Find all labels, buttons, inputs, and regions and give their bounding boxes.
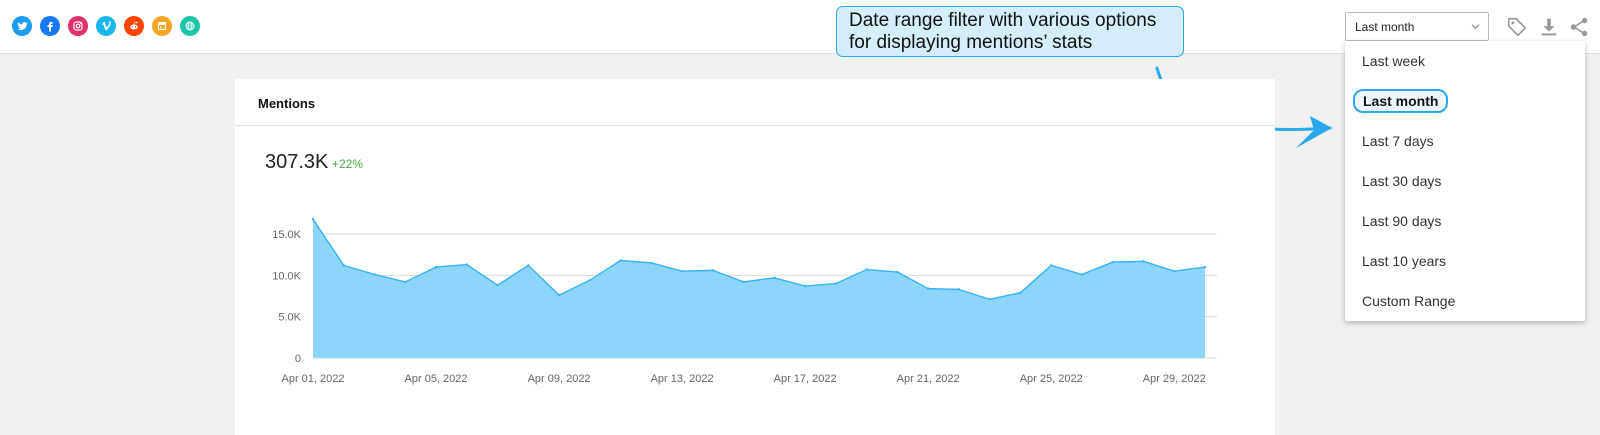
date-option-last-30-days[interactable]: Last 30 days	[1362, 173, 1442, 189]
callout-line-1: Date range filter with various options	[849, 10, 1157, 31]
annotation-callout: Date range filter with various options f…	[836, 6, 1184, 57]
data-point	[1080, 273, 1084, 276]
x-tick-label: Apr 05, 2022	[405, 373, 468, 385]
mentions-change: +22%	[332, 157, 364, 171]
data-point	[773, 276, 776, 280]
data-point	[1111, 260, 1114, 264]
data-point	[373, 273, 376, 276]
y-tick-label: 15.0K	[272, 229, 301, 241]
y-tick-label: 10.0K	[272, 270, 301, 282]
series-area	[313, 219, 1205, 358]
date-option-last-week[interactable]: Last week	[1362, 53, 1426, 69]
download-icon[interactable]	[1538, 16, 1560, 38]
data-point	[1203, 265, 1207, 269]
card-title: Mentions	[258, 96, 316, 111]
data-point	[342, 264, 345, 267]
data-point	[834, 282, 838, 285]
data-point	[557, 293, 561, 297]
data-point	[619, 259, 622, 262]
data-point	[926, 287, 930, 290]
tag-icon[interactable]	[1506, 16, 1528, 38]
date-option-custom-range[interactable]: Custom Range	[1362, 293, 1456, 309]
data-point	[957, 288, 961, 291]
x-tick-label: Apr 01, 2022	[282, 373, 345, 385]
data-point	[803, 284, 807, 288]
data-point	[865, 268, 868, 271]
y-tick-label: 5.0K	[278, 312, 301, 324]
data-point	[588, 279, 592, 282]
x-tick-label: Apr 09, 2022	[528, 373, 591, 385]
data-point	[311, 217, 315, 221]
web-icon[interactable]	[180, 16, 200, 36]
share-icon[interactable]	[1568, 16, 1590, 38]
callout-line-2: for displaying mentions’ stats	[849, 32, 1093, 53]
data-point	[496, 284, 499, 287]
data-point	[1173, 270, 1176, 273]
y-tick-label: 0	[295, 353, 301, 365]
data-point	[404, 280, 407, 284]
series-line	[312, 218, 1206, 301]
data-point	[434, 265, 438, 269]
facebook-icon[interactable]	[40, 16, 60, 36]
x-tick-label: Apr 25, 2022	[1020, 373, 1083, 385]
x-tick-label: Apr 29, 2022	[1143, 373, 1206, 385]
date-option-last-7-days[interactable]: Last 7 days	[1362, 133, 1434, 149]
x-tick-label: Apr 17, 2022	[774, 373, 837, 385]
top-bar: Last month	[0, 0, 1600, 54]
card-divider	[235, 125, 1275, 126]
instagram-icon[interactable]	[68, 16, 88, 36]
data-point	[680, 270, 684, 273]
data-point	[711, 269, 715, 272]
vimeo-icon[interactable]	[96, 16, 116, 36]
x-tick-label: Apr 13, 2022	[651, 373, 714, 385]
mentions-total: 307.3K	[265, 151, 329, 173]
data-point	[465, 263, 468, 266]
chevron-down-icon	[1471, 24, 1480, 30]
reddit-icon[interactable]	[124, 16, 144, 36]
x-tick-label: Apr 21, 2022	[897, 373, 960, 385]
twitter-icon[interactable]	[12, 16, 32, 36]
data-point	[527, 264, 530, 267]
date-option-last-90-days[interactable]: Last 90 days	[1362, 213, 1442, 229]
news-icon[interactable]	[152, 16, 172, 36]
mentions-card: Mentions 307.3K +22% 0 5.0K 10.0K 15.0K Apr …	[235, 79, 1275, 435]
data-point	[1142, 260, 1145, 263]
social-source-filters	[12, 16, 200, 36]
data-point	[650, 261, 653, 265]
data-point	[988, 298, 991, 301]
data-point	[742, 280, 745, 284]
date-range-dropdown: Last week Last month Last 7 days Last 30…	[1345, 41, 1585, 321]
date-option-last-month[interactable]: Last month	[1353, 89, 1449, 113]
date-range-select-value: Last month	[1355, 20, 1415, 34]
mentions-area-chart: 0 5.0K 10.0K 15.0K Apr 01, 2022 Apr 05, 2022 A…	[272, 217, 1217, 385]
data-point	[1050, 264, 1053, 267]
data-point	[1019, 291, 1022, 294]
date-range-select[interactable]: Last month	[1345, 12, 1489, 41]
date-option-last-10-years[interactable]: Last 10 years	[1362, 253, 1447, 269]
data-point	[896, 270, 899, 274]
